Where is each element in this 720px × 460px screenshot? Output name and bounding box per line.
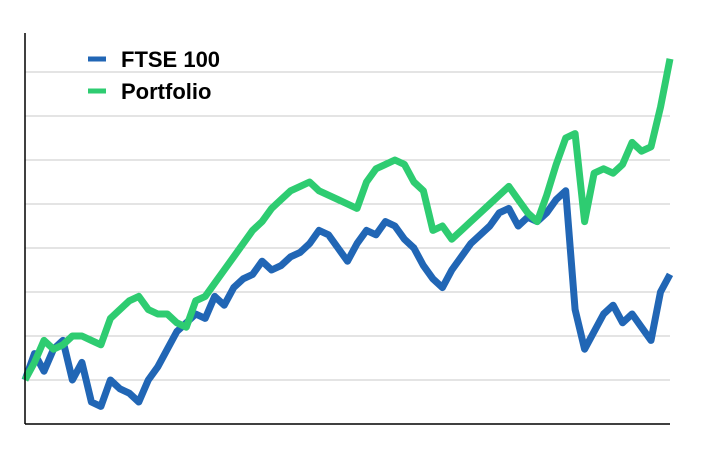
gridlines: [25, 71, 670, 381]
series-line-ftse-100: [21, 187, 674, 410]
legend-item-ftse: FTSE 100: [88, 47, 220, 72]
legend-label-portfolio: Portfolio: [121, 79, 211, 104]
legend-item-portfolio: Portfolio: [88, 79, 211, 104]
legend-label-ftse: FTSE 100: [121, 47, 220, 72]
series-line-portfolio: [21, 58, 674, 382]
legend: FTSE 100 Portfolio: [88, 47, 220, 104]
series-layer: [21, 58, 674, 410]
